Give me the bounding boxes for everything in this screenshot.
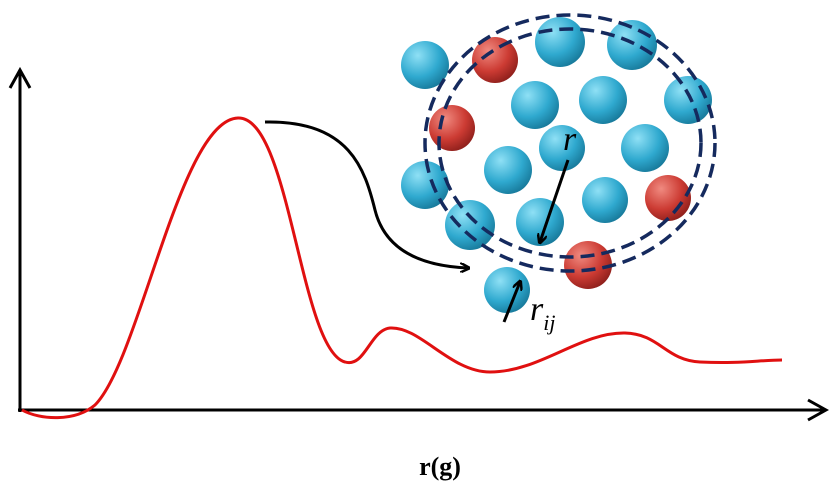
particle [484,146,532,194]
axes [10,70,826,420]
pair-label: rij [530,291,555,335]
particles [401,17,712,313]
particle [429,105,475,151]
particle [445,200,495,250]
particle [564,241,612,289]
pair-label-base: r [530,291,544,328]
particle [621,124,669,172]
particle [607,20,657,70]
particle [511,81,559,129]
particle [579,76,627,124]
particle [535,17,585,67]
particle [664,76,712,124]
rdf-curve [22,118,782,418]
particle [539,125,585,171]
radius-label: r [563,121,577,158]
particle [484,267,530,313]
diagram: r rij r(g) [0,0,829,485]
x-axis-title: r(g) [419,452,461,481]
pair-label-sub: ij [543,310,555,335]
particle [582,177,628,223]
particle [645,175,691,221]
